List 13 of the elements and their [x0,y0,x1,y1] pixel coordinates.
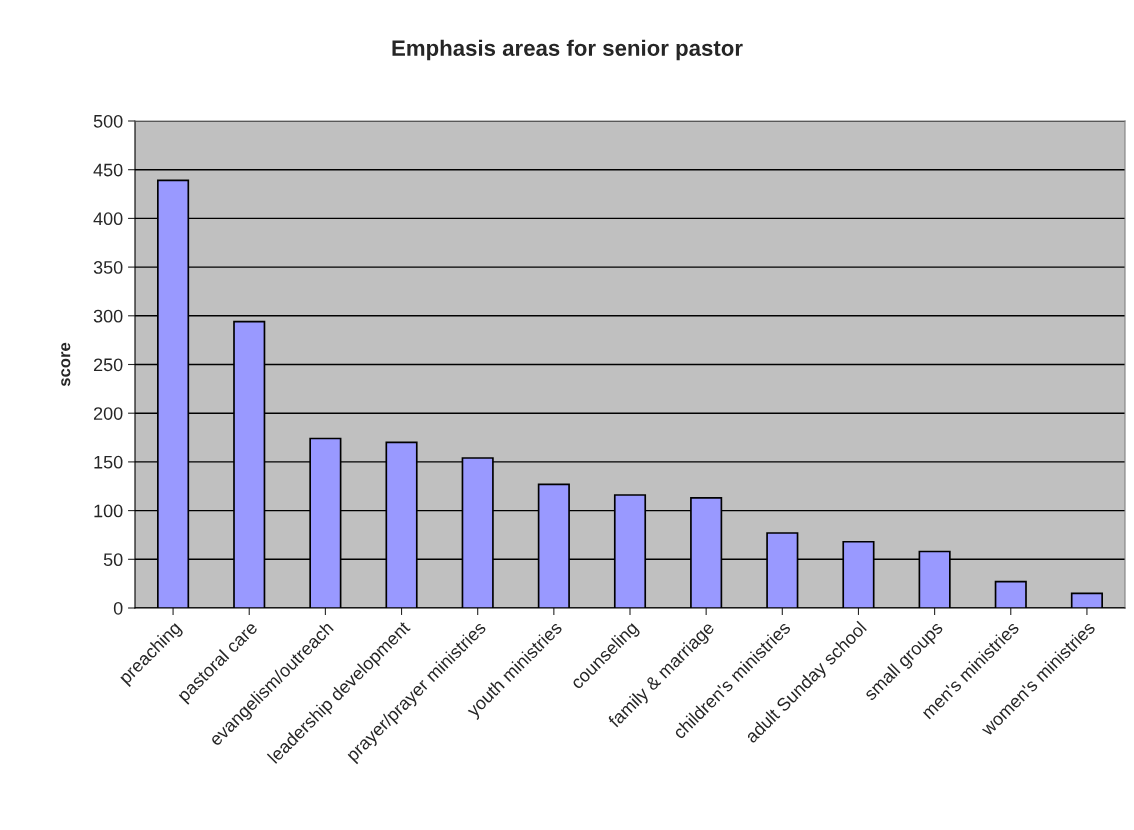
chart-title: Emphasis areas for senior pastor [392,39,743,61]
y-tick-label: 200 [93,407,123,420]
y-tick-label: 500 [93,114,123,128]
y-tick-label: 250 [93,358,123,372]
y-tick-label: 400 [93,212,123,226]
y-tick-label: 450 [93,163,123,177]
y-tick-label: 0 [113,601,123,615]
y-tick-label: 350 [93,261,123,274]
y-tick-label: 100 [94,504,123,518]
y-tick-label: 50 [103,553,123,567]
y-tick-label: 150 [94,455,123,469]
y-tick-label: 300 [93,309,123,323]
y-axis-title: score [61,342,71,387]
